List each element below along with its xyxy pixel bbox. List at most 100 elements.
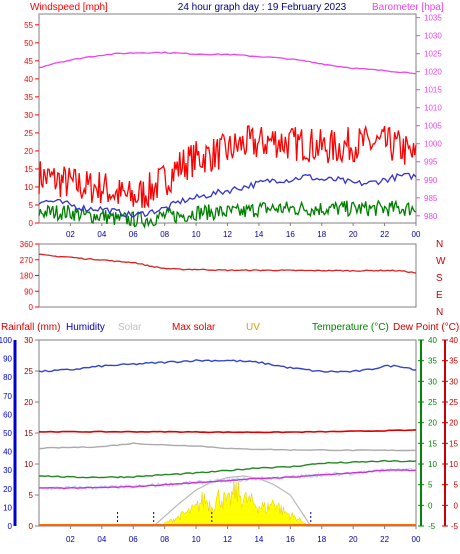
max-solar-line <box>38 429 417 434</box>
temperature-tick-label: 40 <box>428 336 437 345</box>
humidity-tick-label: 10 <box>24 460 33 469</box>
compass-label: W <box>436 256 446 267</box>
compass-label: N <box>436 239 443 250</box>
barometer-tick-label: 985 <box>424 194 438 203</box>
direction-tick-label: 90 <box>24 287 33 296</box>
dew-tick-label: 20 <box>449 419 458 428</box>
dew-tick-label: 30 <box>449 377 458 386</box>
barometer-tick-label: 1020 <box>424 68 442 77</box>
barometer-tick-label: 1005 <box>424 122 442 131</box>
rain-tick-label: 0 <box>8 522 13 531</box>
humidity-tick-label: 20 <box>24 398 33 407</box>
barometer-axis-title: Barometer [hpa] <box>372 2 444 13</box>
rain-tick-label: 60 <box>3 410 12 419</box>
wind-tick-label: 15 <box>24 165 33 174</box>
x-axis-label: 22 <box>380 230 389 239</box>
x-axis-label: 02 <box>66 230 75 239</box>
x-axis-label: 22 <box>380 535 389 544</box>
direction-tick-label: 180 <box>20 272 34 281</box>
dew-tick-label: 25 <box>449 398 458 407</box>
temperature-tick-label: -5 <box>428 522 436 531</box>
barometer-tick-label: 1035 <box>424 14 442 23</box>
x-axis-label: 08 <box>160 535 169 544</box>
wind-tick-label: 50 <box>24 39 33 48</box>
solar-radiation-fill <box>164 480 307 527</box>
barometer-tick-label: 1010 <box>424 104 442 113</box>
temperature-tick-label: 35 <box>428 357 437 366</box>
wind-average-line <box>38 172 417 219</box>
barometer-tick-label: 1025 <box>424 50 442 59</box>
barometer-tick-label: 1015 <box>424 86 442 95</box>
wind-tick-label: 10 <box>24 183 33 192</box>
wind-tick-label: 0 <box>29 219 34 228</box>
barometer-tick-label: 995 <box>424 158 438 167</box>
solar-legend: Solar <box>118 322 142 333</box>
uv-legend: UV <box>246 322 260 333</box>
rain-tick-label: 90 <box>3 355 12 364</box>
x-axis-label: 14 <box>254 230 263 239</box>
humidity-tick-label: 25 <box>24 367 33 376</box>
wind-lowest-line <box>38 199 417 230</box>
wind-tick-label: 20 <box>24 147 33 156</box>
wind-plot-frame <box>38 13 417 224</box>
x-axis-label: 12 <box>223 230 232 239</box>
max-solar-curve <box>153 475 312 527</box>
temperature-legend: Temperature (°C) <box>312 322 389 333</box>
dew-tick-label: 0 <box>454 501 459 510</box>
direction-tick-label: 270 <box>20 256 34 265</box>
wind-tick-label: 45 <box>24 57 33 66</box>
x-axis-label: 10 <box>192 535 201 544</box>
dew-tick-label: -5 <box>451 522 459 531</box>
direction-tick-label: 0 <box>29 303 34 312</box>
temperature-tick-label: 5 <box>428 481 433 490</box>
rain-tick-label: 40 <box>3 448 12 457</box>
temperature-tick-label: 0 <box>428 501 433 510</box>
rain-tick-label: 70 <box>3 392 12 401</box>
x-axis-label: 20 <box>349 535 358 544</box>
x-axis-label: 00 <box>412 535 421 544</box>
chart-title: 24 hour graph day : 19 February 2023 <box>178 2 347 13</box>
rainfall-legend: Rainfall (mm) <box>1 322 60 333</box>
wind-tick-label: 55 <box>24 21 33 30</box>
x-axis-label: 18 <box>317 535 326 544</box>
temperature-tick-label: 20 <box>428 419 437 428</box>
windspeed-axis-title: Windspeed [mph] <box>30 2 108 13</box>
x-axis-label: 04 <box>97 535 106 544</box>
barometer-line <box>38 51 417 75</box>
wind-tick-label: 40 <box>24 75 33 84</box>
dew-tick-label: 5 <box>454 481 459 490</box>
x-axis-label: 14 <box>254 535 263 544</box>
humidity-legend: Humidity <box>66 322 105 333</box>
x-axis-label: 20 <box>349 230 358 239</box>
dew-point-legend: Dew Point (°C) <box>393 322 459 333</box>
compass-label: E <box>436 290 443 301</box>
compass-label: N <box>436 307 443 318</box>
dew-point-spread <box>38 467 417 491</box>
dew-tick-label: 10 <box>449 460 458 469</box>
humidity-line <box>38 359 417 373</box>
x-axis-label: 18 <box>317 230 326 239</box>
wind-tick-label: 25 <box>24 129 33 138</box>
x-axis-label: 16 <box>286 535 295 544</box>
x-axis-label: 10 <box>192 230 201 239</box>
dew-point-line <box>39 469 416 490</box>
direction-tick-label: 360 <box>20 240 34 249</box>
rain-tick-label: 20 <box>3 485 12 494</box>
temperature-line <box>38 459 417 479</box>
x-axis-label: 08 <box>160 230 169 239</box>
wind-tick-label: 5 <box>29 201 34 210</box>
barometer-tick-label: 990 <box>424 176 438 185</box>
barometer-tick-label: 1030 <box>424 32 442 41</box>
rain-tick-label: 80 <box>3 373 12 382</box>
humidity-tick-label: 30 <box>24 336 33 345</box>
x-axis-label: 06 <box>129 230 138 239</box>
temperature-tick-label: 15 <box>428 439 437 448</box>
x-axis-label: 16 <box>286 230 295 239</box>
barometer-tick-label: 1000 <box>424 140 442 149</box>
humidity-tick-label: 5 <box>29 491 34 500</box>
temperature-tick-label: 10 <box>428 460 437 469</box>
humidity-tick-label: 15 <box>24 429 33 438</box>
x-axis-label: 00 <box>412 230 421 239</box>
rain-tick-label: 50 <box>3 429 12 438</box>
humidity-tick-label: 0 <box>29 522 34 531</box>
